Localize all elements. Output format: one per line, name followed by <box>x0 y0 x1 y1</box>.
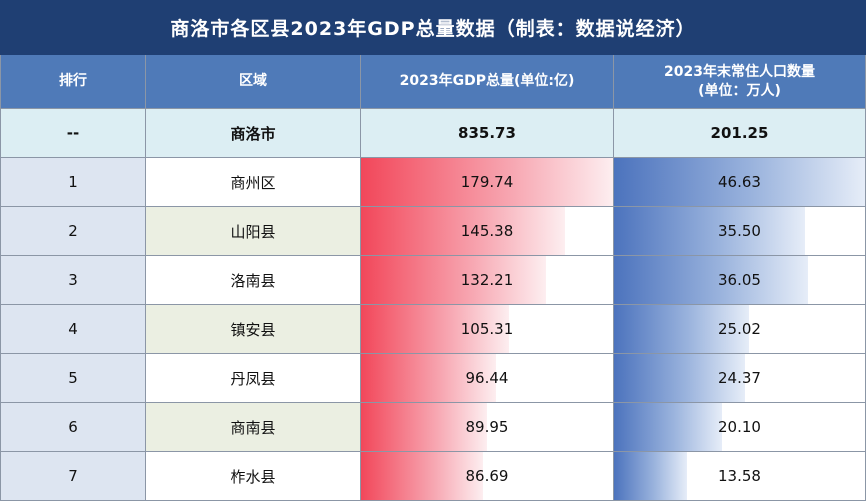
gdp-cell: 145.38 <box>361 207 614 256</box>
population-bar <box>614 207 806 255</box>
gdp-cell: 132.21 <box>361 256 614 305</box>
population-cell: 24.37 <box>614 354 866 403</box>
table-row: 4 镇安县 105.31 25.02 <box>0 305 866 354</box>
gdp-cell: 179.74 <box>361 158 614 207</box>
table-row: 6 商南县 89.95 20.10 <box>0 403 866 452</box>
gdp-bar <box>361 403 488 451</box>
rank-cell: 4 <box>0 305 146 354</box>
gdp-value: 132.21 <box>460 271 514 289</box>
gdp-value: 179.74 <box>460 173 514 191</box>
population-value: 25.02 <box>718 320 761 338</box>
region-cell: 商南县 <box>146 403 361 452</box>
region-cell: 洛南县 <box>146 256 361 305</box>
population-bar <box>614 256 809 304</box>
region-cell: 丹凤县 <box>146 354 361 403</box>
gdp-value: 145.38 <box>460 222 514 240</box>
gdp-value: 105.31 <box>460 320 514 338</box>
region-cell: 镇安县 <box>146 305 361 354</box>
population-cell: 46.63 <box>614 158 866 207</box>
total-region: 商洛市 <box>146 109 361 158</box>
region-cell: 山阳县 <box>146 207 361 256</box>
gdp-cell: 86.69 <box>361 452 614 501</box>
population-value: 24.37 <box>718 369 761 387</box>
rank-cell: 1 <box>0 158 146 207</box>
gdp-bar <box>361 207 565 255</box>
gdp-value: 86.69 <box>465 467 509 485</box>
population-bar <box>614 158 865 206</box>
gdp-bar <box>361 452 483 500</box>
gdp-bar <box>361 305 509 353</box>
gdp-value: 89.95 <box>465 418 509 436</box>
gdp-bar <box>361 158 613 206</box>
header-row: 排行 区域 2023年GDP总量(单位:亿) 2023年末常住人口数量 (单位：… <box>0 55 866 109</box>
gdp-value: 96.44 <box>465 369 509 387</box>
header-rank: 排行 <box>0 55 146 109</box>
header-gdp: 2023年GDP总量(单位:亿) <box>361 55 614 109</box>
population-bar <box>614 305 749 353</box>
header-population-line2: (单位：万人) <box>698 82 781 99</box>
data-rows: 1 商州区 179.74 46.63 2 山阳县 145.38 35.50 3 洛南县 132.21… <box>0 158 866 501</box>
population-bar <box>614 403 723 451</box>
region-cell: 柞水县 <box>146 452 361 501</box>
total-gdp: 835.73 <box>361 109 614 158</box>
table-row: 5 丹凤县 96.44 24.37 <box>0 354 866 403</box>
gdp-cell: 96.44 <box>361 354 614 403</box>
rank-cell: 6 <box>0 403 146 452</box>
header-region: 区域 <box>146 55 361 109</box>
population-cell: 35.50 <box>614 207 866 256</box>
table-row: 2 山阳县 145.38 35.50 <box>0 207 866 256</box>
table-row: 7 柞水县 86.69 13.58 <box>0 452 866 501</box>
header-population: 2023年末常住人口数量 (单位：万人) <box>614 55 866 109</box>
gdp-cell: 105.31 <box>361 305 614 354</box>
rank-cell: 2 <box>0 207 146 256</box>
rank-cell: 7 <box>0 452 146 501</box>
gdp-bar <box>361 354 497 402</box>
population-bar <box>614 452 688 500</box>
population-cell: 20.10 <box>614 403 866 452</box>
population-bar <box>614 354 746 402</box>
data-table: 排行 区域 2023年GDP总量(单位:亿) 2023年末常住人口数量 (单位：… <box>0 55 866 501</box>
rank-cell: 5 <box>0 354 146 403</box>
population-value: 35.50 <box>718 222 761 240</box>
rank-cell: 3 <box>0 256 146 305</box>
population-value: 20.10 <box>718 418 761 436</box>
population-value: 46.63 <box>718 173 761 191</box>
population-cell: 36.05 <box>614 256 866 305</box>
table-row: 1 商州区 179.74 46.63 <box>0 158 866 207</box>
gdp-cell: 89.95 <box>361 403 614 452</box>
table-row: 3 洛南县 132.21 36.05 <box>0 256 866 305</box>
total-population: 201.25 <box>614 109 866 158</box>
table-title: 商洛市各区县2023年GDP总量数据（制表：数据说经济） <box>0 0 866 55</box>
total-rank: -- <box>0 109 146 158</box>
header-population-line1: 2023年末常住人口数量 <box>664 63 815 80</box>
population-cell: 13.58 <box>614 452 866 501</box>
total-row: -- 商洛市 835.73 201.25 <box>0 109 866 158</box>
population-cell: 25.02 <box>614 305 866 354</box>
region-cell: 商州区 <box>146 158 361 207</box>
population-value: 13.58 <box>718 467 761 485</box>
gdp-bar <box>361 256 547 304</box>
population-value: 36.05 <box>718 271 761 289</box>
